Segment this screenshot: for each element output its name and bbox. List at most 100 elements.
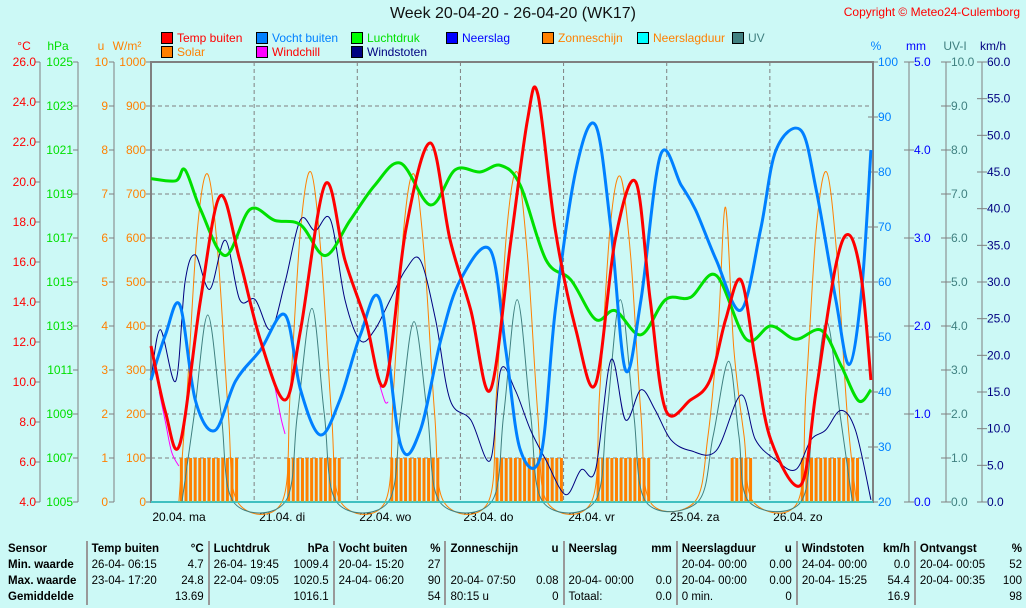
x-tick-label: 20.04. ma	[152, 510, 206, 524]
sunshine-bar	[828, 458, 832, 502]
stats-cell: 1016.1	[293, 591, 329, 603]
wind-tick-label: 55.0	[987, 92, 1011, 106]
solar-axis-unit: W/m²	[113, 39, 142, 53]
wind-axis-unit: km/h	[980, 39, 1006, 53]
sunshine-bar	[749, 458, 753, 502]
legend-item: Solar	[161, 45, 205, 59]
sunshine-bar	[805, 458, 809, 502]
sunshine-bar	[179, 458, 183, 502]
pressure-tick-label: 1013	[46, 319, 73, 333]
sunshine-bar	[518, 458, 522, 502]
sunshine-bar	[601, 458, 605, 502]
sunshine-bar	[527, 458, 531, 502]
legend-label: Solar	[177, 45, 206, 59]
stats-cell: 0.00	[769, 559, 792, 571]
stats-cell	[795, 589, 878, 605]
stats-cell: 1020.5	[293, 575, 329, 587]
temp-tick-label: 12.0	[13, 335, 37, 349]
solar-tick-label: 300	[126, 363, 146, 377]
series-solar	[178, 171, 857, 515]
uv-tick-label: 8.0	[951, 143, 968, 157]
temp-tick-label: 16.0	[13, 255, 37, 269]
uv-tick-label: 4.0	[951, 319, 968, 333]
sunshine-bar	[189, 458, 193, 502]
legend-item: UV	[732, 31, 765, 45]
sunshine-bar	[739, 458, 743, 502]
sunshine-bar	[404, 458, 408, 502]
sunshine-bar	[541, 458, 545, 502]
sunshine-bar	[504, 458, 508, 502]
sunshine-bar	[225, 458, 229, 502]
legend-swatch-icon	[351, 32, 363, 44]
temp-tick-label: 4.0	[19, 495, 36, 509]
stats-cell: 80:15 u	[444, 589, 533, 605]
sunshine-bar	[408, 458, 412, 502]
stats-cell: Zonneschijn	[444, 541, 533, 557]
series-temp-buiten	[149, 85, 873, 488]
wind-tick-label: 50.0	[987, 128, 1011, 142]
solar-tick-label: 0	[139, 495, 146, 509]
uv-tick-label: 0.0	[951, 495, 968, 509]
sun-tick-label: 8	[101, 143, 108, 157]
stats-cell: Min. waarde	[8, 559, 74, 571]
sunshine-bar	[202, 458, 206, 502]
copyright: Copyright © Meteo24-Culemborg	[843, 5, 1020, 19]
sunshine-bar	[819, 458, 823, 502]
wind-tick-label: 10.0	[987, 422, 1011, 436]
pressure-tick-label: 1007	[46, 451, 73, 465]
stats-cell: Ontvangst	[913, 541, 997, 557]
sunshine-bar	[628, 458, 632, 502]
sunshine-bar	[310, 458, 314, 502]
legend-swatch-icon	[446, 32, 458, 44]
stats-cell: 1009.4	[293, 559, 329, 571]
legend-item: Neerslagduur	[637, 31, 725, 45]
legend-swatch-icon	[256, 32, 268, 44]
legend-item: Windstoten	[351, 45, 427, 59]
stats-cell: u	[551, 543, 559, 555]
stats-header-row: Sensor Temp buiten °C Luchtdruk hPa Vocht bui…	[4, 541, 1026, 557]
stats-cell: Totaal:	[562, 589, 647, 605]
rain-tick-label: 2.0	[914, 319, 931, 333]
stats-cell: u	[784, 543, 792, 555]
x-tick-label: 25.04. za	[670, 510, 720, 524]
pressure-tick-label: 1021	[46, 143, 73, 157]
temp-tick-label: 8.0	[19, 415, 36, 429]
sunshine-bar	[500, 458, 504, 502]
sunshine-bar	[509, 458, 513, 502]
sun-tick-label: 6	[101, 231, 108, 245]
uv-tick-label: 2.0	[951, 407, 968, 421]
sunshine-bar	[413, 458, 417, 502]
pressure-tick-label: 1025	[46, 55, 73, 69]
stats-cell	[532, 557, 563, 573]
sunshine-bar	[390, 458, 394, 502]
sunshine-bar	[337, 458, 341, 502]
sunshine-bar	[833, 458, 836, 502]
legend-swatch-icon	[542, 32, 554, 44]
wind-tick-label: 30.0	[987, 275, 1011, 289]
humidity-tick-label: 70	[878, 220, 892, 234]
series-uv	[181, 299, 853, 514]
sunshine-bar	[399, 458, 403, 502]
sunshine-bar	[296, 458, 300, 502]
sunshine-bar	[495, 458, 499, 502]
stats-cell: Luchtdruk	[207, 541, 290, 557]
temp-tick-label: 10.0	[13, 375, 37, 389]
stats-cell: 0.00	[769, 575, 792, 587]
temp-axis-unit: °C	[17, 39, 31, 53]
uv-tick-label: 6.0	[951, 231, 968, 245]
uv-tick-label: 5.0	[951, 275, 968, 289]
humidity-tick-label: 90	[878, 110, 892, 124]
temp-tick-label: 20.0	[13, 175, 37, 189]
stats-cell: 20-04- 07:50	[444, 573, 533, 589]
sunshine-bar	[235, 458, 239, 502]
stats-table: Sensor Temp buiten °C Luchtdruk hPa Vocht bui…	[4, 541, 1026, 605]
stats-cell: Max. waarde	[8, 575, 77, 587]
wind-tick-label: 25.0	[987, 312, 1011, 326]
sunshine-bar	[814, 458, 818, 502]
solar-tick-label: 900	[126, 99, 146, 113]
wind-tick-label: 60.0	[987, 55, 1011, 69]
pressure-tick-label: 1015	[46, 275, 73, 289]
stats-row: Max. waarde 23-04- 17:20 24.8 22-04- 09:05 1…	[4, 573, 1026, 589]
stats-cell: Neerslagduur	[675, 541, 765, 557]
